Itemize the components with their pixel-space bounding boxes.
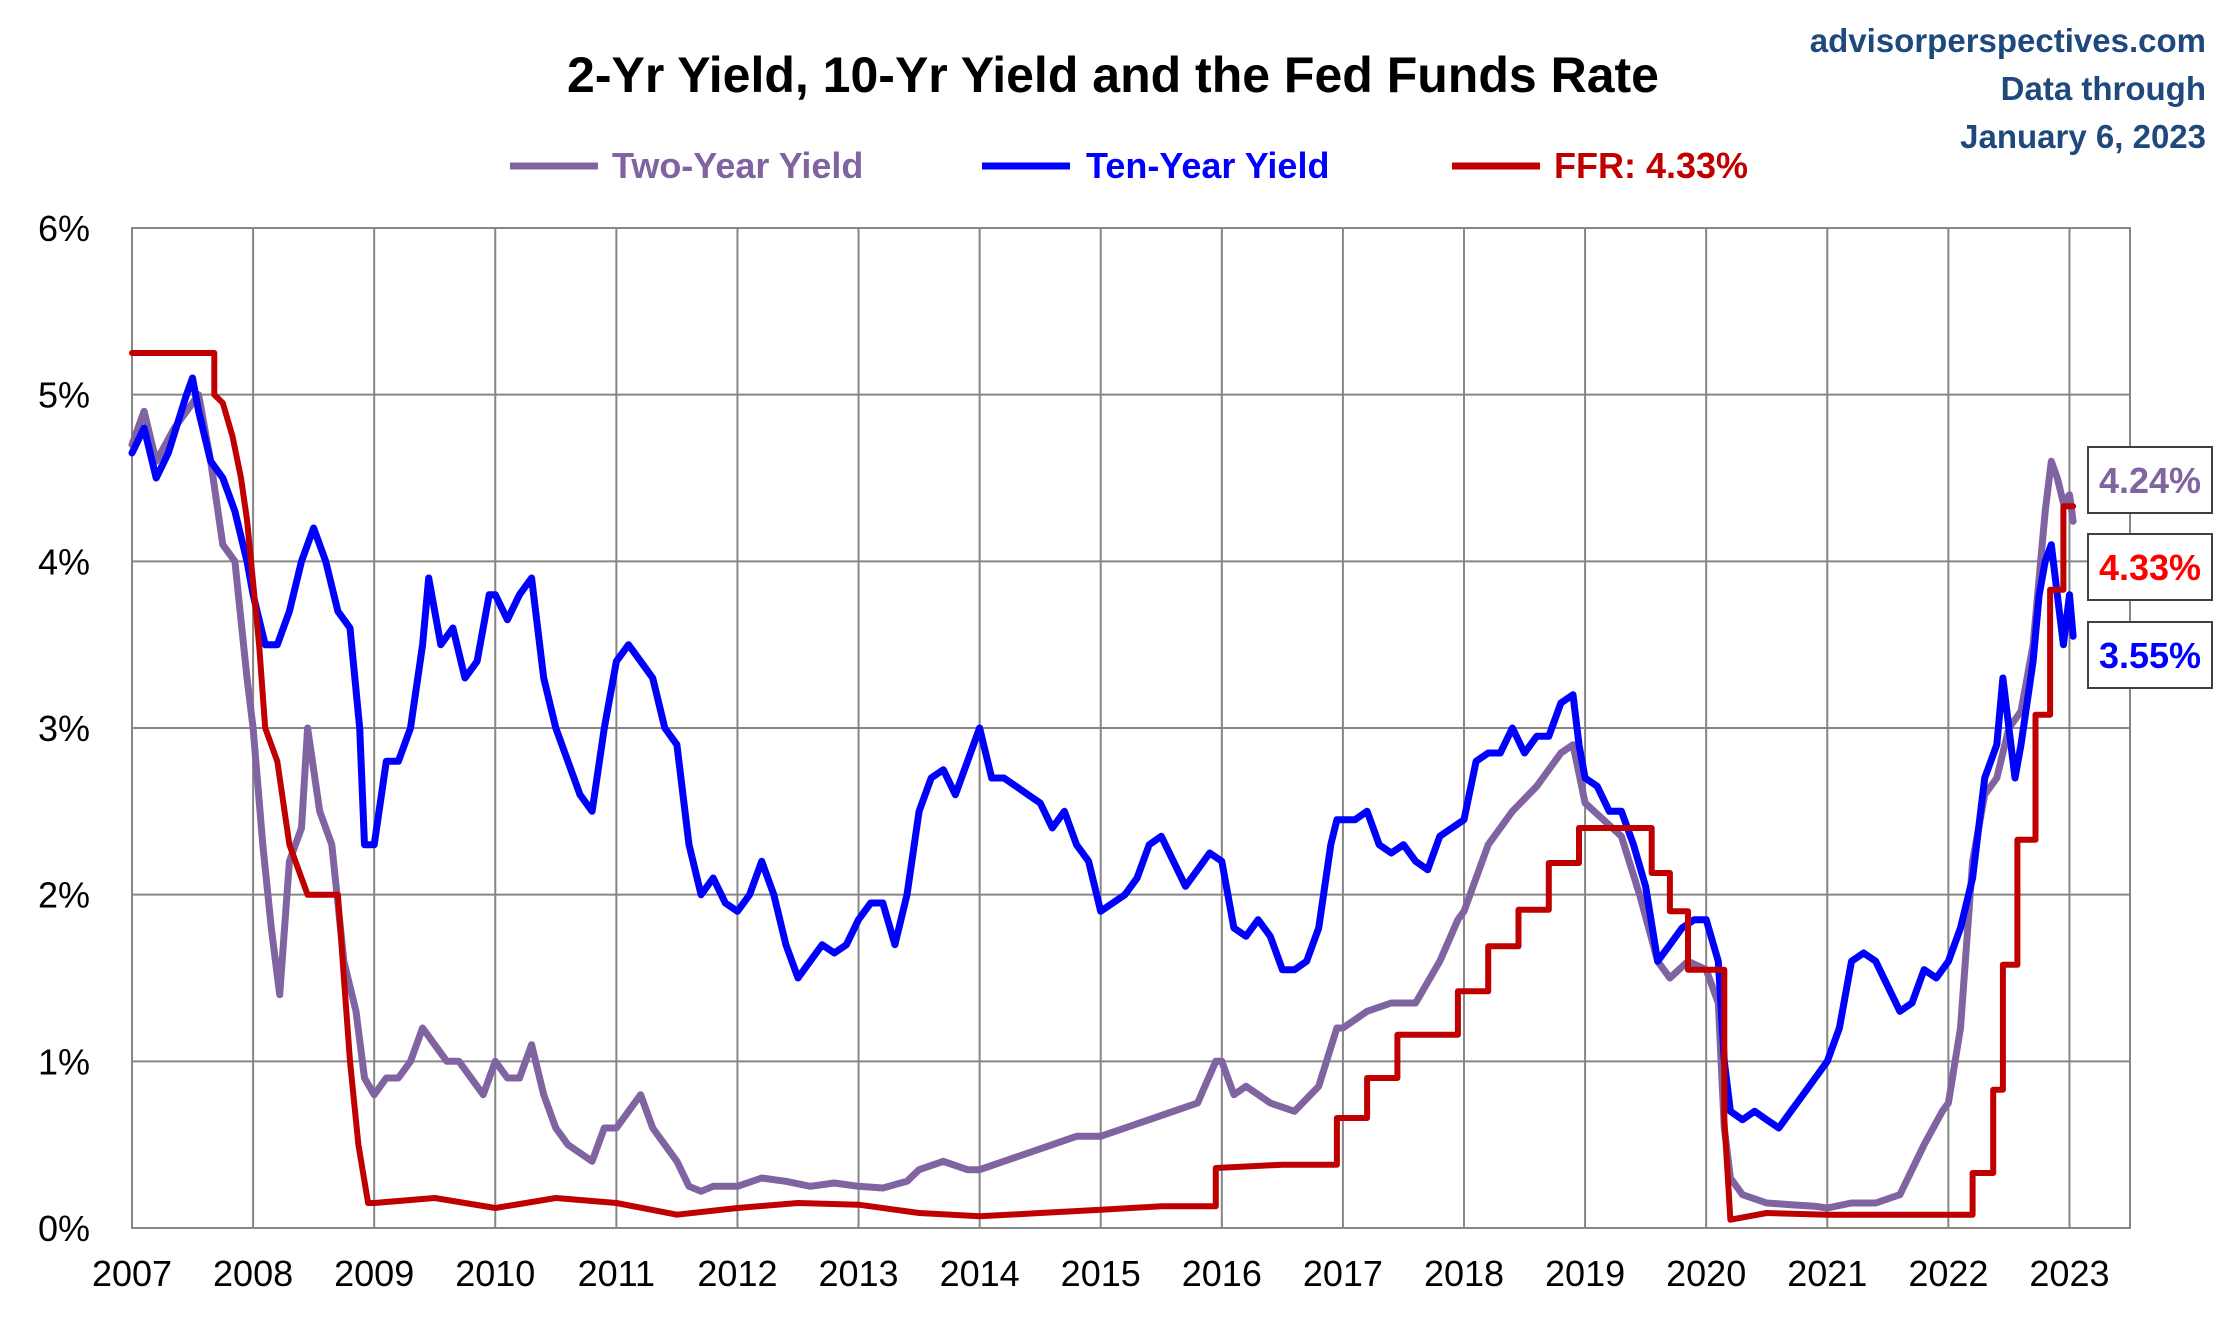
x-tick-label: 2007 [92,1253,172,1294]
x-tick-label: 2008 [213,1253,293,1294]
x-tick-label: 2023 [2029,1253,2109,1294]
x-tick-label: 2015 [1061,1253,1141,1294]
x-tick-label: 2013 [818,1253,898,1294]
source-site: advisorperspectives.com [1810,22,2206,59]
ffr-end-label: 4.33% [2099,547,2201,588]
y-tick-label: 4% [38,541,90,582]
ten-year-yield-line [128,374,2077,1132]
x-tick-label: 2017 [1303,1253,1383,1294]
x-tick-label: 2009 [334,1253,414,1294]
series-lines [128,350,2077,1223]
x-tick-label: 2014 [940,1253,1020,1294]
x-tick-label: 2012 [697,1253,777,1294]
source-date: January 6, 2023 [1960,118,2206,155]
x-tick-label: 2010 [455,1253,535,1294]
legend-two-year-label: Two-Year Yield [612,145,863,186]
grid [131,227,2131,1229]
ffr-end-label-box [2087,533,2213,601]
x-tick-label: 2020 [1666,1253,1746,1294]
legend: Two-Year Yield Ten-Year Yield FFR: 4.33% [510,145,1748,186]
ten-year-end-label: 3.55% [2099,635,2201,676]
two-year-end-label: 4.24% [2099,460,2201,501]
axes: 0% 1% 2% 3% 4% 5% 6% 2007 2008 2009 2010 2011 2012 20… [38,208,2110,1294]
x-tick-label: 2021 [1787,1253,1867,1294]
x-tick-label: 2018 [1424,1253,1504,1294]
x-tick-label: 2016 [1182,1253,1262,1294]
end-labels: 4.24% 4.33% 3.55% [2087,446,2213,689]
two-year-yield-line [128,391,2077,1212]
x-tick-label: 2022 [1908,1253,1988,1294]
x-tick-label: 2011 [578,1253,655,1294]
legend-ten-year-label: Ten-Year Yield [1086,145,1329,186]
two-year-end-label-box [2087,446,2213,514]
ten-year-end-label-box [2087,621,2213,689]
chart-title: 2-Yr Yield, 10-Yr Yield and the Fed Fund… [567,47,1659,103]
x-tick-label: 2019 [1545,1253,1625,1294]
y-tick-label: 0% [38,1208,90,1249]
legend-ffr-label: FFR: 4.33% [1554,145,1748,186]
y-tick-label: 5% [38,375,90,416]
y-tick-label: 3% [38,708,90,749]
ffr-line [129,350,2077,1223]
source-data-through: Data through [2001,70,2206,107]
y-tick-label: 1% [38,1041,90,1082]
y-tick-label: 2% [38,875,90,916]
y-tick-label: 6% [38,208,90,249]
